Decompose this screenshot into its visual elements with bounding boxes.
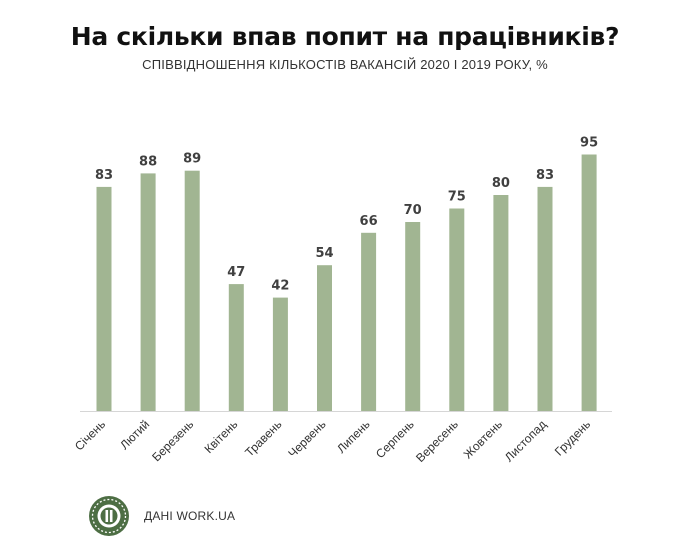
x-tick-label: Листопад (502, 417, 549, 464)
bar (493, 195, 509, 411)
bar (272, 297, 288, 411)
data-label: 75 (448, 190, 466, 205)
chart-title: На скільки впав попит на працівників? (70, 22, 620, 51)
bar (96, 186, 112, 411)
chart-subtitle: СПІВВІДНОШЕННЯ КІЛЬКОСТІВ ВАКАНСІЙ 2020 … (142, 57, 548, 72)
bar (449, 208, 465, 411)
x-tick-label: Липень (334, 417, 373, 456)
data-label: 95 (580, 136, 598, 151)
bar (184, 170, 200, 411)
x-tick-label: Лютий (117, 417, 152, 452)
bar (317, 265, 332, 411)
data-label: 83 (95, 168, 113, 183)
data-label: 54 (315, 246, 333, 261)
x-tick-label: Травень (242, 417, 284, 459)
bar (140, 173, 156, 411)
data-label: 66 (360, 214, 378, 229)
data-label: 47 (227, 265, 245, 280)
workua-logo-icon (89, 496, 129, 536)
x-tick-label: Червень (285, 417, 328, 460)
bar (361, 232, 377, 411)
bar (537, 186, 553, 411)
bar (405, 222, 421, 411)
bar-chart: 83 Січень 88 Лютий 89 Березень 47 Квітень 42 Трав… (72, 136, 612, 465)
bar (581, 154, 597, 411)
x-tick-label: Вересень (413, 417, 461, 465)
x-tick-label: Березень (149, 417, 196, 464)
data-label: 83 (536, 168, 554, 183)
data-label: 80 (492, 176, 510, 191)
data-label: 89 (183, 152, 201, 167)
source-footer: ДАНІ WORK.UA (88, 495, 235, 537)
data-label: 42 (271, 279, 289, 294)
x-tick-label: Квітень (202, 417, 241, 456)
x-tick-label: Жовтень (461, 417, 505, 461)
x-tick-label: Грудень (552, 417, 593, 458)
x-tick-label: Серпень (373, 417, 417, 461)
x-tick-label: Січень (72, 417, 108, 453)
bar (228, 284, 244, 411)
source-label: ДАНІ WORK.UA (144, 509, 236, 523)
data-label: 70 (404, 203, 422, 218)
data-label: 88 (139, 154, 157, 169)
